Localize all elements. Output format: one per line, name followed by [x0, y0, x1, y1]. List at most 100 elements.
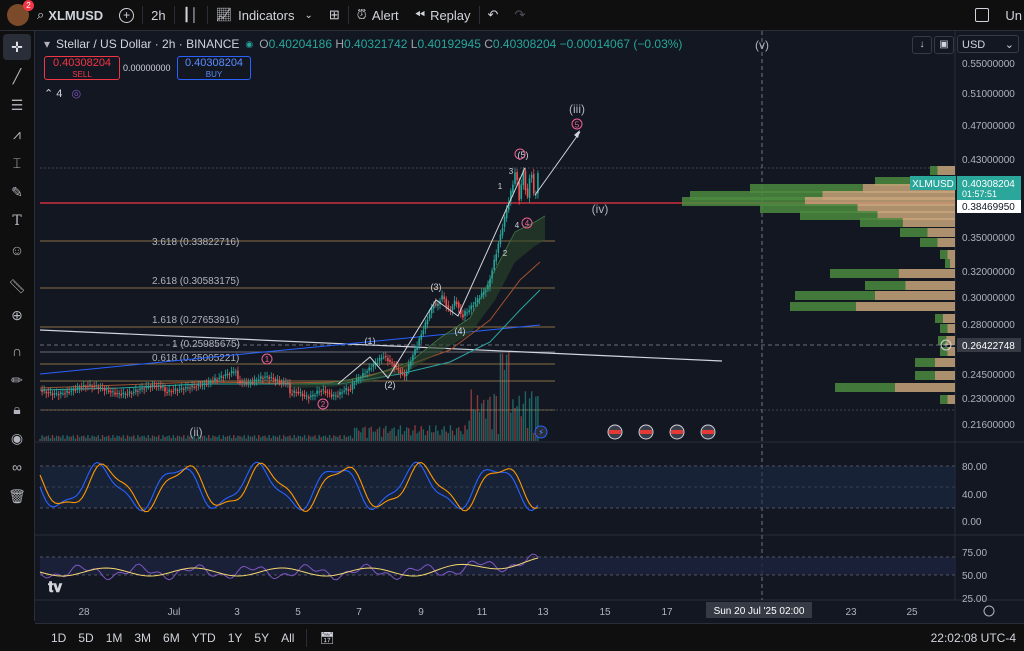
interval-button[interactable]: 2h: [151, 7, 166, 23]
price-axis[interactable]: 0.55000000 0.51000000 0.47000000 0.43000000…: [962, 59, 1015, 431]
emoji-tool[interactable]: ☺: [3, 237, 31, 263]
candle-body: [182, 388, 185, 390]
volume-bar: [95, 436, 97, 441]
candle-body: [482, 291, 485, 295]
candle-body: [505, 209, 508, 219]
collapse-arrow-icon[interactable]: ▾: [44, 37, 51, 51]
trendline-tool[interactable]: ╱: [3, 63, 31, 89]
volume-bar: [53, 437, 56, 441]
pencil-lock-icon: ✏: [11, 371, 23, 388]
range-5y[interactable]: 5Y: [254, 630, 270, 645]
candle-body: [170, 391, 173, 393]
volume-bar: [66, 435, 68, 441]
range-1m[interactable]: 1M: [105, 630, 123, 645]
candle-body: [270, 376, 273, 378]
volume-bar: [101, 435, 104, 441]
fullscreen-button[interactable]: [967, 0, 997, 30]
candle-body: [216, 379, 218, 381]
candle-body: [157, 385, 160, 387]
snapshot-button[interactable]: ▣: [934, 36, 954, 54]
lightning-icon[interactable]: [534, 425, 548, 439]
chart-area[interactable]: 3.618 (0.33822716) 2.618 (0.30583175) 1.…: [35, 31, 1024, 623]
brush-tool[interactable]: ✎: [3, 179, 31, 205]
indicators-collapse[interactable]: ⌃ 4 ◎: [44, 87, 81, 100]
candle-body: [474, 301, 477, 305]
account-button[interactable]: Un: [1005, 7, 1022, 23]
line-price: 0.38469950: [962, 202, 1015, 213]
visibility-tool[interactable]: ◉: [3, 425, 31, 451]
fib-tool[interactable]: ☰: [3, 92, 31, 118]
volume-bar: [355, 427, 358, 441]
buy-button[interactable]: 0.40308204 BUY: [177, 56, 251, 80]
smiley-icon: ☺: [9, 242, 25, 258]
range-5d[interactable]: 5D: [78, 630, 94, 645]
volume-bar: [162, 435, 164, 441]
stoch-k-line: [39, 461, 539, 512]
volume-bar: [468, 420, 470, 441]
volume-bar: [418, 431, 420, 441]
add-level-icon[interactable]: [940, 339, 952, 351]
range-all[interactable]: All: [281, 630, 295, 645]
wave-label-3: (3): [431, 282, 442, 292]
crosshair-tool[interactable]: ✛: [3, 34, 31, 60]
settings-gear-icon[interactable]: [983, 605, 995, 617]
download-button[interactable]: ↓: [912, 36, 932, 54]
volume-bar: [293, 435, 295, 441]
redo-button[interactable]: ↷: [506, 0, 533, 30]
layout-button[interactable]: ⊞: [321, 0, 348, 30]
volume-bar: [449, 425, 452, 441]
candle-body: [70, 390, 73, 392]
sell-button[interactable]: 0.40308204 SELL: [44, 56, 120, 80]
text-tool[interactable]: T: [3, 208, 31, 234]
goto-date-button[interactable]: 📅︎: [313, 631, 340, 645]
replay-button[interactable]: ⏪︎ Replay: [407, 0, 479, 30]
time-axis[interactable]: 28 Jul 3 5 7 9 11 13 15 17 23 25: [78, 607, 918, 618]
volume-bar: [216, 436, 218, 441]
fib-lines-icon: ☰: [10, 96, 24, 113]
undo-button[interactable]: ↶: [480, 0, 507, 30]
candle-body: [274, 378, 277, 382]
range-3m[interactable]: 3M: [134, 630, 152, 645]
tradingview-logo[interactable]: 𝐭𝐯: [48, 579, 62, 596]
volume-bar: [180, 437, 183, 441]
indicator-count: 4: [56, 88, 63, 100]
brush-icon: ✎: [11, 183, 23, 200]
lock-drawing-tool[interactable]: ✏: [3, 367, 31, 393]
range-1d[interactable]: 1D: [51, 630, 67, 645]
link-tool[interactable]: ∞: [3, 454, 31, 480]
volume-bar: [518, 395, 520, 441]
alert-button[interactable]: ⏰︎ Alert: [349, 0, 407, 30]
candle-body: [514, 172, 516, 184]
symbol-search[interactable]: ⌕ XLMUSD: [29, 0, 111, 30]
range-ytd[interactable]: YTD: [191, 630, 216, 645]
lock-tool[interactable]: 🔒︎: [3, 396, 31, 422]
wave-circle-2: [317, 398, 329, 410]
pattern-tool[interactable]: ⩘: [3, 121, 31, 147]
volume-bar: [247, 435, 250, 441]
currency-select[interactable]: USD ⌄: [957, 35, 1019, 53]
range-6m[interactable]: 6M: [163, 630, 180, 645]
chart-type-button[interactable]: ┃│: [175, 0, 207, 30]
volume-bar: [520, 416, 522, 441]
range-1y[interactable]: 1Y: [227, 630, 243, 645]
vp-bar-down: [862, 184, 955, 193]
candle-body: [410, 361, 412, 366]
stoch-tick: 80.00: [962, 462, 987, 473]
volume-bar: [210, 438, 212, 441]
avatar[interactable]: 2: [7, 0, 34, 26]
projection-tool[interactable]: ⌶: [3, 150, 31, 176]
delete-tool[interactable]: 🗑︎: [3, 483, 31, 509]
compare-button[interactable]: +: [111, 0, 142, 30]
clock[interactable]: 22:02:08 UTC-4: [930, 630, 1016, 645]
candle-body: [432, 304, 435, 309]
ruler-tool[interactable]: 📏︎: [3, 273, 31, 299]
candle-body: [416, 346, 418, 350]
candle-body: [241, 381, 243, 383]
legend-title[interactable]: Stellar / US Dollar · 2h · BINANCE: [56, 37, 240, 51]
indicators-button[interactable]: 📈︎ Indicators ⌄: [208, 0, 321, 30]
volume-bar: [253, 435, 256, 441]
magnet-tool[interactable]: ∩: [3, 338, 31, 364]
candle-body: [380, 357, 383, 360]
volume-bar: [243, 435, 245, 441]
zoom-tool[interactable]: ⊕: [3, 302, 31, 328]
